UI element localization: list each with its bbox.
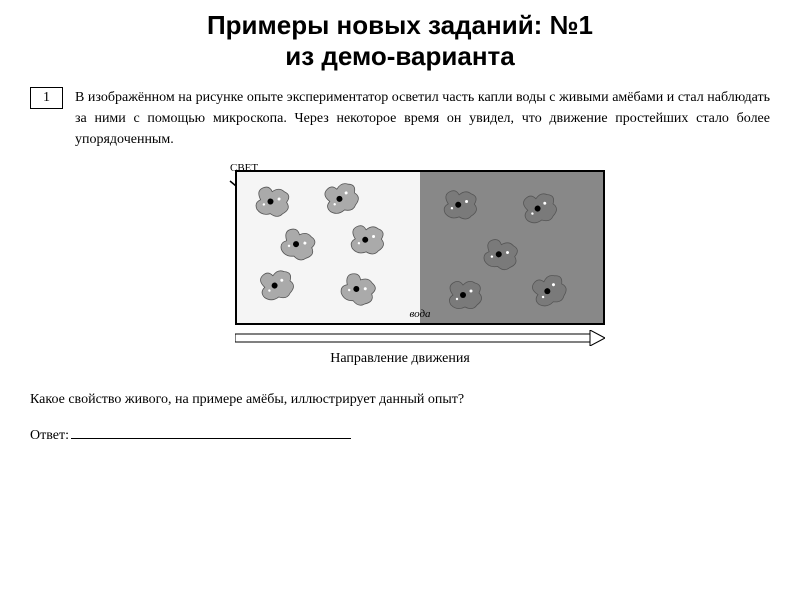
dark-zone [420, 172, 603, 323]
amoeba-icon [254, 264, 302, 312]
amoeba-icon [517, 187, 565, 235]
amoeba-icon [345, 221, 390, 266]
title-line-2: из демо-варианта [30, 41, 770, 72]
diagram: СВЕТ вода Направление движения [190, 170, 610, 367]
page-title: Примеры новых заданий: №1 из демо-вариан… [30, 10, 770, 72]
answer-input-line[interactable] [71, 438, 351, 439]
direction-arrow [235, 330, 605, 346]
amoeba-icon [317, 176, 368, 226]
amoeba-icon [330, 265, 385, 320]
question-number-box: 1 [30, 87, 63, 109]
answer-label: Ответ: [30, 428, 69, 444]
experiment-box: вода [235, 170, 605, 325]
amoeba-icon [445, 277, 487, 318]
answer-row: Ответ: [30, 428, 770, 444]
direction-label: Направление движения [190, 351, 610, 367]
amoeba-icon [249, 181, 297, 229]
title-line-1: Примеры новых заданий: №1 [30, 10, 770, 41]
question-row: 1 В изображённом на рисунке опыте экспер… [30, 87, 770, 150]
question-text: В изображённом на рисунке опыте эксперим… [75, 87, 770, 150]
amoeba-icon [438, 186, 483, 231]
prompt-text: Какое свойство живого, на примере амёбы,… [30, 392, 770, 408]
water-label: вода [409, 308, 430, 320]
light-zone [237, 172, 420, 323]
amoeba-icon [475, 233, 526, 283]
amoeba-icon [524, 266, 577, 319]
